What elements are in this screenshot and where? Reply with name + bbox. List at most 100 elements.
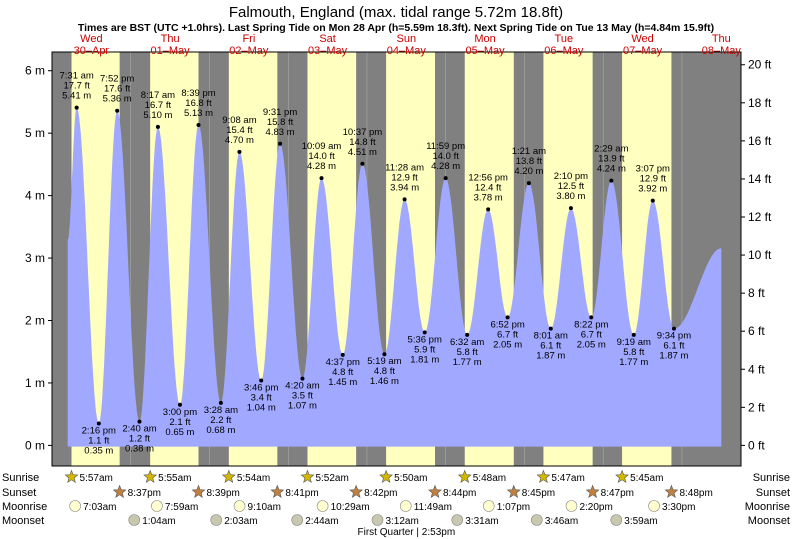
low-tide-label: 1.46 m <box>370 376 399 387</box>
moonrise-time: 2:20pm <box>579 502 612 513</box>
high-tide-label: 4.28 m <box>431 161 460 172</box>
tide-point <box>650 198 655 203</box>
sunset-icon <box>506 484 521 498</box>
tide-point <box>360 161 365 166</box>
moonrise-icon <box>399 500 412 512</box>
high-tide-label: 8:17 am <box>141 90 175 101</box>
high-tide-label: 15.8 ft <box>267 117 294 128</box>
y-tick-label-left: 0 m <box>25 438 45 452</box>
tide-point <box>422 330 427 335</box>
moonset-time: 2:03am <box>224 516 257 527</box>
low-tide-label: 6.1 ft <box>663 341 684 352</box>
high-tide-label: 3.80 m <box>556 191 585 202</box>
moonset-time: 3:46am <box>545 516 578 527</box>
day-date: 06–May <box>544 45 584 57</box>
sunset-icon <box>191 484 206 498</box>
sunrise-icon <box>615 469 629 483</box>
day-date: 07–May <box>623 45 663 57</box>
low-tide-label: 9:34 pm <box>657 331 691 342</box>
day-date: 05–May <box>466 45 506 57</box>
day-date: 30–Apr <box>74 45 110 57</box>
moonrise-time: 10:29am <box>331 502 370 513</box>
row-label-right-sunset: Sunset <box>756 487 790 499</box>
tide-point <box>526 181 531 186</box>
sunrise-time: 5:50am <box>394 473 427 484</box>
high-tide-label: 10:09 am <box>302 141 342 152</box>
day-name: Thu <box>712 33 731 45</box>
y-tick-label-right: 10 ft <box>748 248 772 262</box>
low-tide-label: 1.07 m <box>288 401 317 412</box>
high-tide-label: 11:28 am <box>385 162 424 173</box>
high-tide-label: 5.10 m <box>143 110 172 121</box>
day-date: 02–May <box>229 45 269 57</box>
sunrise-icon <box>379 469 394 483</box>
day-name: Tue <box>555 33 574 45</box>
sunrise-time: 5:48am <box>473 473 506 484</box>
day-name: Sat <box>319 33 336 45</box>
sunrise-icon <box>221 469 236 483</box>
low-tide-label: 4.8 ft <box>374 366 395 377</box>
high-tide-label: 3:07 pm <box>636 164 670 175</box>
moonrise-icon <box>233 500 246 512</box>
y-tick-label-right: 16 ft <box>748 134 772 148</box>
moonset-time: 2:44am <box>305 516 338 527</box>
sunset-icon <box>112 484 127 498</box>
y-tick-label-right: 20 ft <box>748 58 772 72</box>
y-tick-label-left: 2 m <box>25 314 45 328</box>
tide-point <box>177 402 182 407</box>
high-tide-label: 5.41 m <box>62 91 91 102</box>
day-date: 08–May <box>702 45 742 57</box>
y-tick-label-right: 14 ft <box>748 172 772 186</box>
day-date: 03–May <box>308 45 348 57</box>
y-tick-label-left: 6 m <box>25 64 45 78</box>
sunrise-time: 5:57am <box>80 473 113 484</box>
low-tide-label: 0.68 m <box>206 425 235 436</box>
moonrise-icon <box>648 500 660 512</box>
sunset-time: 8:42pm <box>364 488 397 499</box>
high-tide-label: 14.8 ft <box>349 137 376 148</box>
low-tide-label: 1.45 m <box>328 377 357 388</box>
tide-curve <box>67 107 722 447</box>
moonrise-time: 7:03am <box>83 502 116 513</box>
low-tide-label: 2.1 ft <box>169 417 190 428</box>
low-tide-label: 3.4 ft <box>251 392 272 403</box>
low-tide-label: 3.5 ft <box>292 391 313 402</box>
high-tide-label: 4.70 m <box>225 135 254 146</box>
day-name: Mon <box>474 33 495 45</box>
low-tide-label: 6:32 am <box>450 337 484 348</box>
moonset-time: 3:59am <box>624 516 657 527</box>
tide-point <box>259 378 264 383</box>
day-date: 01–May <box>151 45 191 57</box>
y-tick-label-right: 12 ft <box>748 210 772 224</box>
low-tide-label: 2:40 am <box>122 424 156 435</box>
day-name: Sun <box>397 33 417 45</box>
high-tide-label: 17.6 ft <box>104 84 131 95</box>
low-tide-label: 1.1 ft <box>88 436 109 447</box>
sunrise-time: 5:45am <box>630 473 663 484</box>
y-tick-label-left: 4 m <box>25 189 45 203</box>
low-tide-label: 8:01 am <box>534 331 568 342</box>
high-tide-label: 3.92 m <box>638 184 667 195</box>
tide-point <box>631 332 636 337</box>
low-tide-label: 5.8 ft <box>623 347 644 358</box>
moonrise-time: 3:30pm <box>662 502 695 513</box>
low-tide-label: 1.81 m <box>410 354 439 365</box>
row-label-left-sunrise: Sunrise <box>2 472 39 484</box>
tide-point <box>319 176 324 181</box>
tide-point <box>671 326 676 331</box>
low-tide-label: 1.04 m <box>247 402 276 413</box>
sunset-time: 8:48pm <box>679 488 712 499</box>
tide-point <box>609 178 614 183</box>
high-tide-label: 12:56 pm <box>468 172 508 183</box>
low-tide-label: 6.7 ft <box>497 329 518 340</box>
high-tide-label: 4.28 m <box>307 161 336 172</box>
row-label-left-moonset: Moonset <box>2 515 44 527</box>
high-tide-label: 12.5 ft <box>558 181 585 192</box>
low-tide-label: 9:19 am <box>617 337 651 348</box>
moonrise-icon <box>69 500 81 512</box>
moon-phase-label: First Quarter | 2:53pm <box>358 527 456 538</box>
row-label-right-moonset: Moonset <box>748 515 790 527</box>
high-tide-label: 16.7 ft <box>145 100 172 111</box>
low-tide-label: 0.35 m <box>84 446 113 457</box>
low-tide-label: 4:37 pm <box>326 357 360 368</box>
